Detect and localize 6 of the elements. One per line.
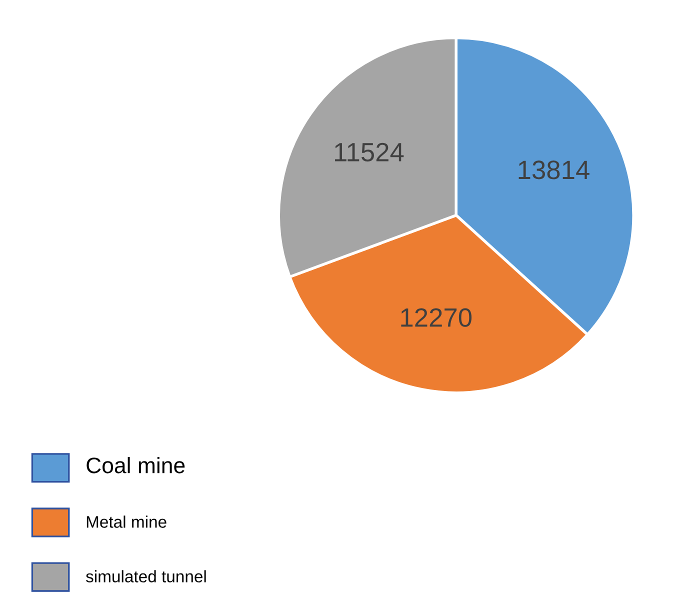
data-label: 12270 bbox=[401, 308, 472, 327]
legend-label: Metal mine bbox=[86, 516, 166, 528]
legend-label: simulated tunnel bbox=[86, 570, 206, 582]
data-label: 13814 bbox=[518, 160, 590, 180]
data-label: 11524 bbox=[335, 142, 404, 162]
legend-label: Coal mine bbox=[86, 456, 185, 474]
